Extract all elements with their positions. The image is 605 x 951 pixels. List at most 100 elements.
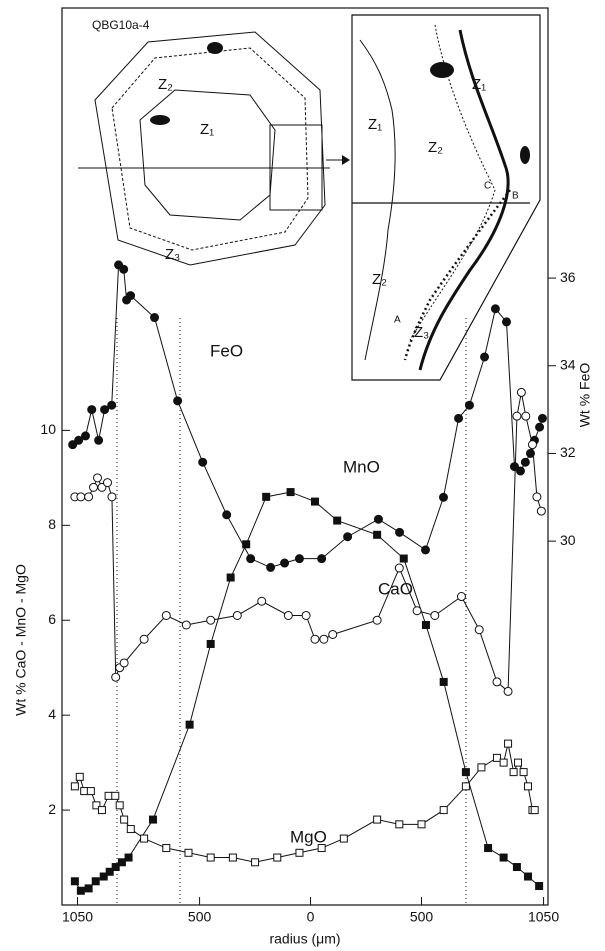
series-label: MnO	[343, 457, 380, 476]
x-tick-label: 1050	[62, 909, 93, 925]
y2-axis-title: Wt % FeO	[577, 363, 593, 428]
y2-tick-label: 34	[560, 356, 576, 372]
data-point	[94, 435, 104, 445]
data-point	[421, 545, 431, 555]
x-tick-label: 500	[410, 909, 434, 925]
data-point	[480, 352, 490, 362]
data-point	[162, 844, 171, 853]
data-point	[499, 758, 508, 767]
data-point	[107, 492, 117, 502]
data-point	[222, 510, 232, 520]
data-point	[524, 782, 533, 791]
data-point	[477, 763, 486, 772]
data-point	[107, 400, 117, 410]
y-tick-label: 6	[48, 611, 56, 627]
data-point	[104, 791, 113, 800]
data-point	[532, 492, 542, 502]
x-tick-label: 1050	[528, 909, 559, 925]
y-axis-title: Wt % CaO - MnO - MgO	[13, 564, 29, 716]
data-point	[105, 867, 114, 876]
data-point	[439, 677, 448, 686]
data-point	[417, 820, 426, 829]
data-point	[502, 317, 512, 327]
y-tick-label: 8	[48, 516, 56, 532]
data-point	[328, 629, 338, 639]
data-point	[395, 527, 405, 537]
series-line	[72, 263, 543, 568]
inset-label: B	[512, 191, 519, 202]
data-point	[86, 787, 95, 796]
data-point	[181, 620, 191, 630]
inset-label: C	[484, 181, 491, 192]
data-point	[439, 806, 448, 815]
inclusion	[520, 146, 530, 164]
zone-trace	[409, 24, 496, 341]
inclusion	[430, 62, 454, 78]
data-point	[286, 488, 295, 497]
zone-trace	[418, 29, 510, 371]
series-label: MgO	[290, 827, 327, 846]
data-point	[80, 787, 89, 796]
data-point	[339, 834, 348, 843]
data-point	[198, 457, 208, 467]
data-point	[91, 877, 100, 886]
data-point	[280, 558, 290, 568]
data-point	[97, 806, 106, 815]
data-point	[126, 291, 136, 301]
series-line	[74, 392, 542, 693]
data-point	[294, 554, 304, 564]
data-point	[474, 625, 484, 635]
data-point	[206, 853, 215, 862]
data-point	[124, 853, 133, 862]
data-point	[537, 413, 547, 423]
data-point	[535, 882, 544, 891]
data-point	[228, 853, 237, 862]
data-point	[394, 563, 404, 573]
data-point	[521, 411, 531, 421]
crystal-core	[139, 89, 276, 221]
data-point	[89, 482, 99, 492]
data-point	[283, 610, 293, 620]
data-point	[76, 492, 86, 502]
data-point	[464, 400, 474, 410]
data-point	[226, 573, 235, 582]
inset-label: A	[394, 315, 401, 326]
y2-tick-label: 36	[560, 269, 576, 285]
data-point	[295, 848, 304, 857]
data-point	[484, 844, 493, 853]
data-point	[119, 264, 129, 274]
data-point	[525, 448, 535, 458]
data-point	[117, 858, 126, 867]
data-point	[421, 620, 430, 629]
zoom-box	[269, 124, 323, 211]
inset-label: Z₂	[372, 271, 387, 288]
inset-label: Z₁	[472, 76, 486, 93]
data-point	[456, 592, 466, 602]
series-label: CaO	[378, 579, 413, 598]
data-point	[257, 596, 267, 606]
data-point	[512, 863, 521, 872]
data-point	[185, 720, 194, 729]
crystal-zone	[111, 47, 309, 251]
data-point	[512, 411, 522, 421]
data-point	[206, 639, 215, 648]
data-point	[530, 806, 539, 815]
data-point	[74, 435, 84, 445]
inclusion	[207, 42, 223, 54]
data-point	[372, 615, 382, 625]
inset-label: Z₂	[428, 139, 443, 156]
data-point	[99, 872, 108, 881]
data-point	[492, 677, 502, 687]
zone-trace	[359, 39, 396, 361]
arrow-head	[342, 155, 350, 165]
data-point	[251, 858, 260, 867]
data-point	[310, 634, 320, 644]
data-point	[173, 396, 183, 406]
crystal-outline	[94, 31, 326, 266]
data-point	[509, 768, 518, 777]
inset-label: Z₂	[158, 76, 173, 93]
data-point	[519, 768, 528, 777]
data-point	[70, 782, 79, 791]
data-point	[438, 492, 448, 502]
